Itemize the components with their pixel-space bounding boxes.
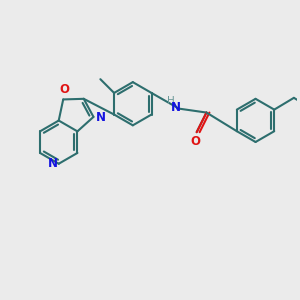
Text: N: N — [95, 111, 105, 124]
Text: O: O — [59, 83, 69, 97]
Text: N: N — [48, 157, 58, 170]
Text: H: H — [167, 96, 175, 106]
Text: O: O — [191, 135, 201, 148]
Text: N: N — [171, 101, 181, 114]
